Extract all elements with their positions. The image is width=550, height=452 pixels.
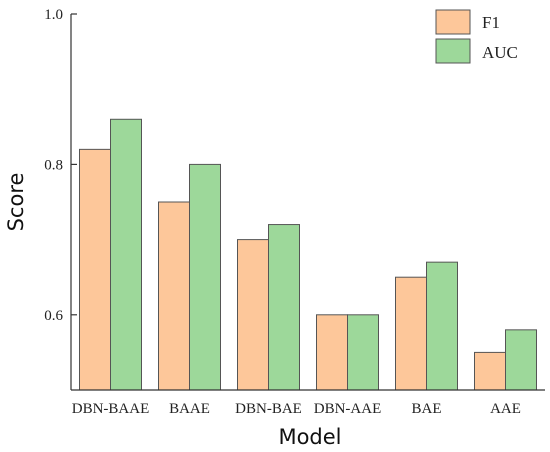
legend: F1 AUC: [435, 9, 518, 64]
y-ticks-group: 0.6 0.8 1.0: [44, 7, 77, 324]
plot-area: 0.6 0.8 1.0 DBN-BAAE BAAE DBN-BAE DBN-AAE BAE A…: [44, 7, 545, 417]
bar-f1-aae: [474, 351, 506, 391]
bar-f1-bae: [395, 276, 427, 391]
legend-label-f1: F1: [482, 13, 500, 32]
bar-f1-dbn-aae: [316, 314, 348, 391]
bar-auc-baae: [189, 163, 221, 391]
x-axis-title: Model: [278, 425, 341, 449]
bar-auc-dbn-baae: [110, 118, 142, 391]
y-tick-label: 0.6: [44, 308, 63, 324]
x-tick-label: AAE: [490, 401, 521, 417]
y-tick-label: 1.0: [44, 7, 63, 23]
x-tick-label: DBN-BAE: [235, 401, 302, 417]
x-tick-label: DBN-AAE: [314, 401, 382, 417]
bar-f1-dbn-bae: [237, 239, 269, 391]
y-axis-title: Score: [4, 173, 28, 232]
legend-swatch-auc: [435, 38, 471, 64]
legend-swatch-f1: [435, 9, 471, 35]
bar-auc-dbn-bae: [268, 224, 300, 391]
bar-auc-dbn-aae: [347, 314, 379, 391]
bar-f1-dbn-baae: [79, 148, 111, 391]
bar-auc-aae: [505, 329, 537, 391]
x-tick-label: DBN-BAAE: [72, 401, 150, 417]
bar-auc-bae: [426, 261, 458, 391]
bar-f1-baae: [158, 201, 190, 391]
y-tick-label: 0.8: [44, 157, 63, 173]
x-tick-label: BAAE: [169, 401, 210, 417]
bars-group: [79, 118, 537, 391]
x-tick-label: BAE: [412, 401, 442, 417]
legend-label-auc: AUC: [482, 43, 518, 62]
x-ticks-group: DBN-BAAE BAAE DBN-BAE DBN-AAE BAE AAE: [72, 401, 521, 417]
